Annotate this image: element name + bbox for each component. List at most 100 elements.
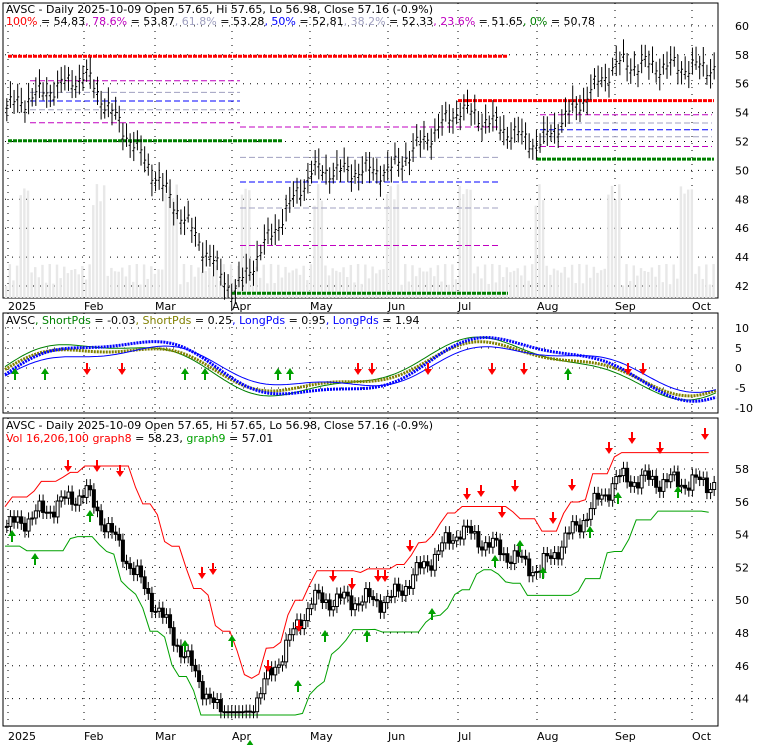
volume-bar <box>530 264 534 298</box>
oscillator-legend-value: = 0.25 <box>191 314 232 327</box>
buy-arrow <box>181 368 189 380</box>
volume-bar <box>385 194 389 298</box>
volume-bar <box>316 184 320 298</box>
oscillator-y-tick-label: -5 <box>735 382 746 395</box>
trend-bar-body <box>665 479 670 483</box>
trend-bar-body <box>512 550 517 565</box>
trend-x-tick-label: Apr <box>232 730 252 743</box>
volume-bar <box>262 264 265 298</box>
price-x-tick-label: Mar <box>155 300 176 313</box>
trend-bar-body <box>175 644 180 647</box>
volume-bar <box>139 284 142 298</box>
volume-bar <box>63 266 66 298</box>
trend-bar-body <box>139 565 144 578</box>
trend-bar-body <box>284 639 289 663</box>
volume-bar <box>211 275 215 298</box>
trend-bar-body <box>461 525 466 540</box>
trend-bar-body <box>324 599 329 603</box>
buy-arrow <box>586 526 594 538</box>
volume-bar <box>219 280 222 298</box>
trend-bar-body <box>327 599 332 611</box>
volume-bar <box>665 264 668 298</box>
volume-bar <box>560 272 563 298</box>
volume-bar <box>476 266 480 298</box>
oscillator-y-tick-label: 10 <box>735 322 749 335</box>
trend-bar-body <box>436 550 441 555</box>
volume-bar <box>367 278 371 298</box>
trend-bar-body <box>414 562 419 576</box>
volume-bar <box>146 278 149 298</box>
volume-bar <box>99 201 102 298</box>
volume-bar <box>335 270 338 298</box>
trend-bar-body <box>632 482 637 487</box>
trend-bar-body <box>378 600 383 613</box>
volume-bar <box>73 268 77 298</box>
volume-bar <box>389 186 392 298</box>
trend-bar-body <box>407 586 412 589</box>
oscillator-lines <box>4 336 717 403</box>
trend-bar-body <box>421 561 426 569</box>
fib-legend-value: = 52.33 <box>386 15 434 28</box>
trend-bar-body <box>548 555 553 559</box>
volume-bar <box>712 264 715 298</box>
volume-bar <box>694 273 697 298</box>
volume-bar <box>422 271 425 298</box>
sell-arrow <box>374 570 382 582</box>
trend-bar-body <box>222 711 227 714</box>
volume-bar <box>705 264 708 298</box>
volume-bar <box>509 272 512 298</box>
trend-legend-vol: Vol 16,206,100 <box>6 432 92 445</box>
trend-bar-body <box>117 533 122 541</box>
trend-bar-body <box>494 537 499 541</box>
volume-bar <box>117 271 120 298</box>
volume-bar <box>345 277 349 298</box>
sell-arrow <box>93 460 101 472</box>
volume-bar <box>70 269 73 298</box>
trend-bar-body <box>690 474 695 491</box>
trend-bar-body <box>501 553 506 556</box>
buy-arrow <box>491 555 499 567</box>
sell-arrow <box>368 363 376 375</box>
sell-arrow <box>605 442 613 454</box>
volume-bar <box>110 267 113 298</box>
trend-bar-body <box>371 596 376 601</box>
trend-bar-body <box>440 542 445 552</box>
volume-bar <box>650 267 654 298</box>
volume-bar <box>190 265 193 298</box>
volume-bar <box>404 264 407 298</box>
trend-bar-body <box>128 563 133 569</box>
trend-bar-body <box>704 477 709 494</box>
fib-legend-label: , 61.8% <box>175 15 217 28</box>
volume-bar <box>251 272 255 298</box>
trend-bar-body <box>509 561 514 565</box>
trend-bar-body <box>360 601 365 606</box>
trend-bar-body <box>668 474 673 483</box>
volume-bar <box>589 277 592 298</box>
sell-arrow <box>381 570 389 582</box>
volume-bar <box>306 280 309 298</box>
volume-bar <box>418 267 421 298</box>
volume-bar <box>349 264 353 298</box>
sell-arrow <box>83 363 91 375</box>
volume-bar <box>625 264 628 298</box>
volume-bar <box>26 190 30 298</box>
trend-bar-body <box>22 522 27 532</box>
volume-bar <box>654 276 657 298</box>
volume-bar <box>92 205 95 298</box>
volume-bar <box>541 200 545 298</box>
trend-y-tick-label: 50 <box>735 594 749 607</box>
oscillator-y-tick-label: 0 <box>735 362 742 375</box>
trend-bar-body <box>672 471 677 476</box>
volume-bar <box>429 267 432 298</box>
buy-arrow <box>181 640 189 652</box>
volume-bar <box>491 264 494 298</box>
buy-arrow <box>41 368 49 380</box>
volume-bar <box>233 279 236 298</box>
trend-bar-body <box>12 516 17 523</box>
volume-bar <box>433 276 436 298</box>
sell-arrow <box>406 540 414 552</box>
price-y-tick-label: 42 <box>735 280 749 293</box>
volume-bar <box>302 265 305 298</box>
volume-bar <box>291 270 295 298</box>
volume-bar <box>375 273 378 298</box>
